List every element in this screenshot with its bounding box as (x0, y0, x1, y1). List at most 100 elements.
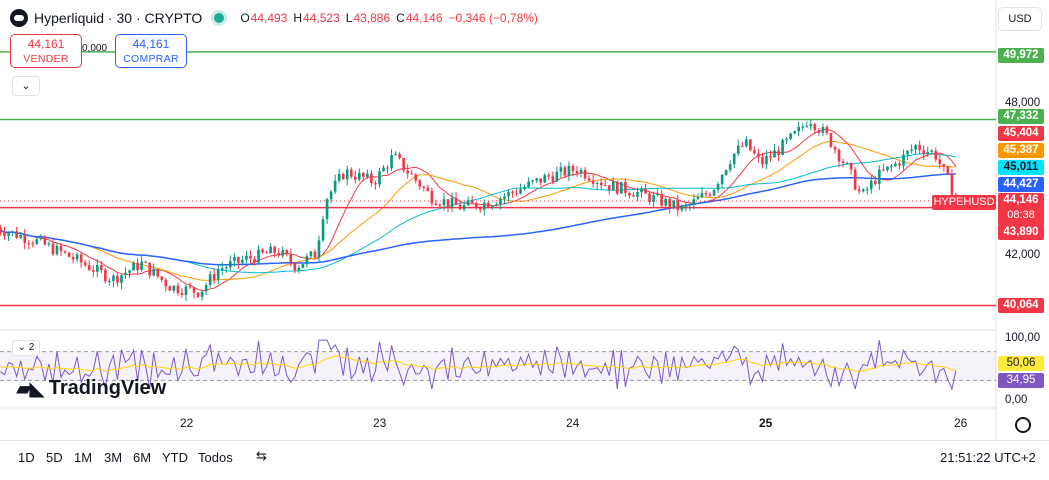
market-status-icon[interactable] (214, 13, 225, 23)
candle-body (386, 167, 389, 169)
candle-body (749, 139, 752, 151)
range-6m[interactable]: 6M (133, 450, 152, 465)
candle-body (531, 180, 534, 182)
candle-body (809, 124, 813, 127)
candle-body (196, 292, 200, 297)
candle-body (591, 180, 595, 184)
time-tick-24: 24 (566, 416, 580, 430)
range-all[interactable]: Todos (198, 450, 233, 465)
candle-body (817, 130, 821, 133)
sell-price: 44,161 (27, 37, 65, 51)
candle-body (700, 193, 704, 198)
candle-body (422, 186, 426, 188)
candle-body (865, 189, 869, 191)
candle-body (75, 254, 79, 260)
candle-body (902, 154, 905, 166)
candle-body (168, 286, 172, 291)
open-value: 44,493 (250, 11, 288, 25)
candle-body (144, 261, 147, 263)
range-3m[interactable]: 3M (104, 450, 123, 465)
range-1m[interactable]: 1M (74, 450, 93, 465)
candle-body (466, 200, 470, 206)
gear-icon[interactable] (1015, 417, 1031, 433)
candle-body (607, 185, 611, 190)
candle-body (233, 257, 236, 262)
candle-body (567, 165, 571, 176)
candle-body (7, 232, 10, 236)
candle-body (539, 178, 543, 183)
candle-body (39, 237, 43, 240)
candle-body (789, 133, 792, 139)
candle-body (333, 180, 337, 192)
spread-value: 0,000 (82, 43, 108, 54)
clock[interactable]: 21:51:22 UTC+2 (940, 450, 1036, 465)
candle-body (527, 181, 530, 187)
candle-body (3, 232, 6, 236)
candle-body (950, 174, 954, 195)
candle-body (648, 193, 651, 202)
candle-body (829, 133, 833, 147)
candle-body (523, 186, 526, 190)
candle-body (611, 181, 615, 190)
currency-select[interactable]: USD (998, 7, 1042, 31)
moving-average-1 (0, 140, 956, 281)
candle-body (402, 158, 405, 171)
candle-body (341, 174, 345, 180)
open-label: O (240, 11, 250, 25)
range-ytd[interactable]: YTD (162, 450, 188, 465)
rsi-collapse-button[interactable]: ⌄ 2 (12, 340, 40, 356)
candle-body (837, 149, 841, 162)
symbol-title[interactable]: Hyperliquid · 30 · CRYPTO (34, 10, 203, 26)
candle-body (418, 180, 422, 187)
candle-body (398, 154, 401, 159)
tradingview-logo[interactable]: ▰◣ TradingView (16, 376, 166, 401)
candle-body (212, 274, 216, 280)
range-1d[interactable]: 1D (18, 450, 35, 465)
candle-body (321, 219, 325, 241)
candle-body (176, 285, 180, 294)
candle-body (366, 173, 369, 177)
candle-body (241, 259, 244, 263)
time-tick-23: 23 (373, 416, 387, 430)
candle-body (785, 138, 788, 141)
candle-body (31, 243, 35, 245)
candle-body (906, 150, 909, 155)
chevron-down-icon: ⌄ (21, 80, 31, 92)
candle-body (349, 169, 353, 177)
ma-label-orange: 45,387 (998, 143, 1044, 158)
change-value: −0,346 (−0,78%) (448, 11, 538, 25)
candle-body (716, 183, 720, 190)
candle-body (487, 202, 490, 208)
collapse-legend-button[interactable]: ⌄ (12, 76, 40, 96)
candle-body (821, 127, 825, 133)
buy-button[interactable]: 44,161 COMPRAR (115, 34, 187, 68)
candle-body (595, 182, 599, 184)
range-5d[interactable]: 5D (46, 450, 63, 465)
candle-body (519, 189, 522, 194)
candle-body (313, 251, 317, 258)
line-label-mid: 47,332 (998, 109, 1044, 124)
rsi-ma-line (0, 355, 956, 372)
candle-body (587, 178, 591, 181)
candle-body (781, 140, 784, 155)
candle-body (571, 165, 575, 172)
candle-body (434, 203, 438, 205)
sell-button[interactable]: 44,161 VENDER (10, 34, 82, 68)
candle-body (23, 235, 27, 243)
candle-body (930, 150, 934, 152)
candle-body (136, 262, 139, 271)
high-value: 44,523 (303, 11, 340, 25)
candle-body (390, 155, 393, 169)
candle-body (696, 197, 700, 200)
compare-range-icon[interactable]: ⇆ (256, 448, 267, 463)
candle-body (559, 167, 563, 172)
ma-label-blue: 44,427 (998, 177, 1044, 192)
ma-label-cyan: 45,011 (998, 160, 1044, 175)
line-label-low: 43,890 (998, 225, 1044, 240)
candle-body (394, 154, 397, 156)
candle-body (825, 127, 829, 134)
candle-body (229, 261, 232, 268)
candle-body (261, 249, 264, 253)
